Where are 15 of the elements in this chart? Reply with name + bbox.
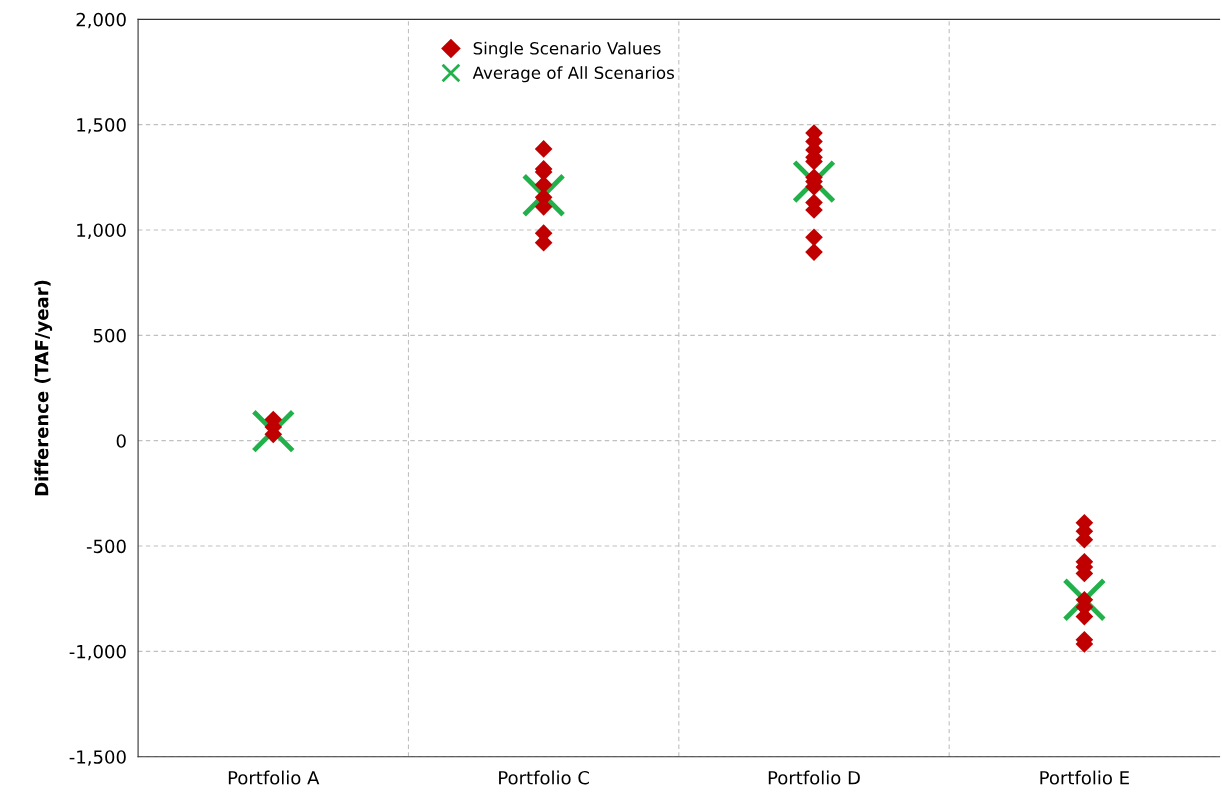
y-tick-label: 500 xyxy=(93,328,126,343)
y-tick-label: 1,000 xyxy=(77,223,126,239)
y-tick-label: -1,500 xyxy=(69,750,126,766)
legend-label: Single Scenario Values xyxy=(473,41,661,58)
y-axis-title: Difference (TAF/year) xyxy=(34,280,53,496)
x-tick-label: Portfolio E xyxy=(1040,770,1129,785)
x-tick-label: Portfolio A xyxy=(228,770,320,785)
y-tick-label: 1,500 xyxy=(77,118,126,134)
legend-label: Average of All Scenarios xyxy=(472,66,674,83)
y-tick-label: -1,000 xyxy=(69,644,126,661)
x-tick-label: Portfolio C xyxy=(499,770,589,785)
x-tick-label: Portfolio D xyxy=(768,770,860,785)
y-tick-label: 2,000 xyxy=(76,12,126,29)
y-tick-label: 0 xyxy=(116,434,126,448)
y-tick-label: -500 xyxy=(86,539,126,554)
